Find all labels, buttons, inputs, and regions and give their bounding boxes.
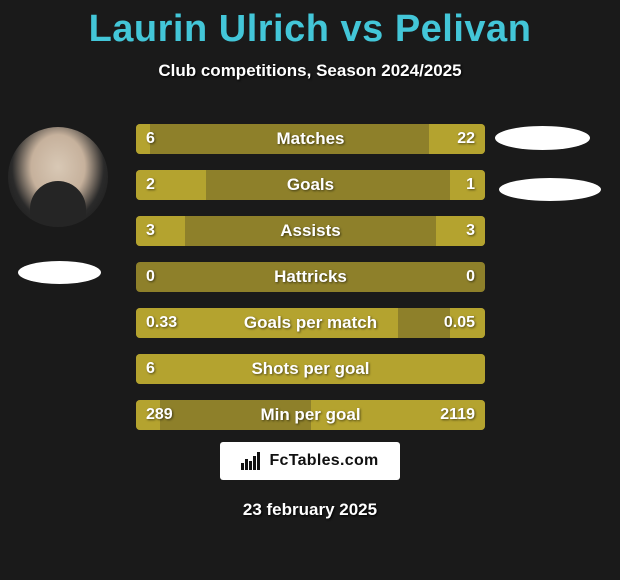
stat-bar-left-fill [136,124,150,154]
stat-bar-background [136,216,485,246]
stat-bar-left-fill [136,216,185,246]
fctables-logo: FcTables.com [220,442,400,480]
stat-bar-right-fill [429,124,485,154]
stat-row: 21Goals [136,170,485,200]
subtitle: Club competitions, Season 2024/2025 [0,61,620,81]
stat-row: 00Hattricks [136,262,485,292]
stat-row: 622Matches [136,124,485,154]
stat-row: 33Assists [136,216,485,246]
stat-row: 6Shots per goal [136,354,485,384]
player-left-avatar [8,127,108,227]
stats-bar-group: 622Matches 21Goals 33Assists 00Hattricks 0.3… [136,124,485,446]
stat-bar-right-fill [311,400,486,430]
stat-bar-background [136,262,485,292]
date-label: 23 february 2025 [0,500,620,520]
stat-bar-left-fill [136,354,485,384]
player-right-name-placeholder [499,178,601,201]
stat-row: 2892119Min per goal [136,400,485,430]
player-right-avatar-placeholder [495,126,590,150]
page-title: Laurin Ulrich vs Pelivan [0,0,620,51]
stat-bar-right-fill [450,170,485,200]
stat-bar-left-fill [136,400,160,430]
stat-bar-right-fill [436,216,485,246]
fctables-bars-icon [241,452,263,470]
stat-bar-left-fill [136,308,398,338]
stat-bar-left-fill [136,170,206,200]
stat-row: 0.330.05Goals per match [136,308,485,338]
fctables-logo-text: FcTables.com [269,452,378,470]
player-left-name-placeholder [18,261,101,284]
stat-bar-right-fill [450,308,485,338]
